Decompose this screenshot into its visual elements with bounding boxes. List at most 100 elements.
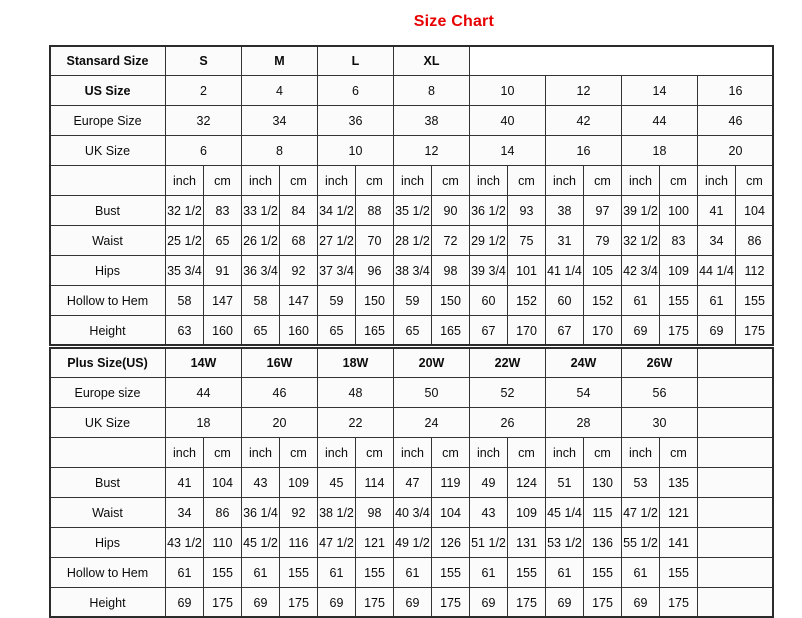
measurement-value: 70 <box>355 225 394 256</box>
unit-header: inch <box>469 437 508 468</box>
unit-header: cm <box>431 165 470 196</box>
measurement-value: 90 <box>431 195 470 226</box>
unit-header: inch <box>545 437 584 468</box>
measurement-value: 61 <box>697 285 736 316</box>
size-value: 30 <box>621 407 698 438</box>
measurement-value: 91 <box>203 255 242 286</box>
size-group-header: XL <box>393 45 470 76</box>
size-group-header: 26W <box>621 347 698 378</box>
size-value: 18 <box>165 407 242 438</box>
measurement-label: Bust <box>49 467 166 498</box>
measurement-value: 175 <box>507 587 546 618</box>
size-value: 34 <box>241 105 318 136</box>
unit-header: inch <box>241 437 280 468</box>
measurement-value: 119 <box>431 467 470 498</box>
unit-row-empty-label <box>49 165 166 196</box>
unit-header: inch <box>317 165 356 196</box>
measurement-value: 69 <box>393 587 432 618</box>
measurement-value: 36 1/2 <box>469 195 508 226</box>
measurement-value: 41 1/4 <box>545 255 584 286</box>
measurement-value: 175 <box>355 587 394 618</box>
measurement-value: 33 1/2 <box>241 195 280 226</box>
unit-header: inch <box>393 165 432 196</box>
measurement-value: 100 <box>659 195 698 226</box>
measurement-value: 126 <box>431 527 470 558</box>
size-value: 38 <box>393 105 470 136</box>
measurement-value: 32 1/2 <box>165 195 204 226</box>
measurement-value: 160 <box>203 315 242 346</box>
measurement-value: 101 <box>507 255 546 286</box>
measurement-value: 86 <box>735 225 774 256</box>
size-group-header: M <box>241 45 318 76</box>
measurement-value: 47 1/2 <box>317 527 356 558</box>
measurement-label: Height <box>49 587 166 618</box>
measurement-value: 150 <box>355 285 394 316</box>
size-value: 12 <box>393 135 470 166</box>
unit-header: inch <box>393 437 432 468</box>
unit-header: inch <box>317 437 356 468</box>
size-value: 56 <box>621 377 698 408</box>
measurement-value: 84 <box>279 195 318 226</box>
size-value: 40 <box>469 105 546 136</box>
measurement-value: 43 1/2 <box>165 527 204 558</box>
measurement-value: 36 1/4 <box>241 497 280 528</box>
size-group-header: S <box>165 45 242 76</box>
measurement-value: 109 <box>279 467 318 498</box>
empty-cell <box>697 557 774 588</box>
unit-header: inch <box>697 165 736 196</box>
unit-header: cm <box>507 437 546 468</box>
size-value: 42 <box>545 105 622 136</box>
measurement-value: 53 1/2 <box>545 527 584 558</box>
measurement-value: 86 <box>203 497 242 528</box>
empty-cell <box>697 377 774 408</box>
measurement-value: 175 <box>203 587 242 618</box>
measurement-value: 41 <box>697 195 736 226</box>
measurement-value: 165 <box>355 315 394 346</box>
unit-header: cm <box>735 165 774 196</box>
measurement-value: 121 <box>355 527 394 558</box>
measurement-value: 45 <box>317 467 356 498</box>
measurement-value: 79 <box>583 225 622 256</box>
measurement-value: 61 <box>165 557 204 588</box>
measurement-value: 37 3/4 <box>317 255 356 286</box>
unit-row: inch cm inch cm inch cm inch cm inch cm inch cm inch… <box>49 437 774 468</box>
size-group-header: 24W <box>545 347 622 378</box>
measurement-row: Waist 34 86 36 1/4 92 38 1/2 98 40 3/4 104 43 109 4… <box>49 497 774 528</box>
measurement-row: Waist 25 1/2 65 26 1/2 68 27 1/2 70 28 1/2 72 29 … <box>49 225 774 256</box>
size-value: 44 <box>621 105 698 136</box>
measurement-value: 45 1/2 <box>241 527 280 558</box>
measurement-value: 170 <box>507 315 546 346</box>
measurement-value: 155 <box>659 285 698 316</box>
measurement-value: 61 <box>621 285 660 316</box>
measurement-value: 130 <box>583 467 622 498</box>
measurement-value: 42 3/4 <box>621 255 660 286</box>
measurement-value: 47 1/2 <box>621 497 660 528</box>
measurement-value: 27 1/2 <box>317 225 356 256</box>
measurement-value: 69 <box>621 587 660 618</box>
size-group-header: 22W <box>469 347 546 378</box>
measurement-value: 175 <box>279 587 318 618</box>
measurement-value: 65 <box>203 225 242 256</box>
measurement-value: 58 <box>165 285 204 316</box>
measurement-value: 43 <box>241 467 280 498</box>
measurement-value: 83 <box>659 225 698 256</box>
measurement-value: 26 1/2 <box>241 225 280 256</box>
measurement-value: 69 <box>621 315 660 346</box>
empty-cell <box>697 587 774 618</box>
measurement-row: Bust 32 1/2 83 33 1/2 84 34 1/2 88 35 1/2 90 36 1… <box>49 195 774 226</box>
measurement-value: 55 1/2 <box>621 527 660 558</box>
measurement-value: 36 3/4 <box>241 255 280 286</box>
measurement-value: 155 <box>431 557 470 588</box>
measurement-value: 88 <box>355 195 394 226</box>
measurement-value: 92 <box>279 497 318 528</box>
size-value: 14 <box>621 75 698 106</box>
measurement-value: 104 <box>203 467 242 498</box>
measurement-value: 61 <box>317 557 356 588</box>
size-value: 16 <box>545 135 622 166</box>
unit-header: cm <box>279 165 318 196</box>
size-value: 12 <box>545 75 622 106</box>
measurement-value: 39 1/2 <box>621 195 660 226</box>
measurement-value: 147 <box>203 285 242 316</box>
measurement-row: Height 63 160 65 160 65 165 65 165 67 170 67 170 69 17… <box>49 315 774 346</box>
measurement-value: 58 <box>241 285 280 316</box>
